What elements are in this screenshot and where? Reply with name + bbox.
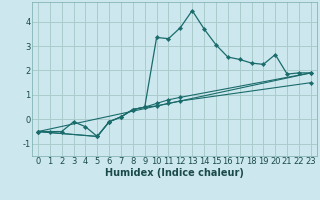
X-axis label: Humidex (Indice chaleur): Humidex (Indice chaleur) [105, 168, 244, 178]
